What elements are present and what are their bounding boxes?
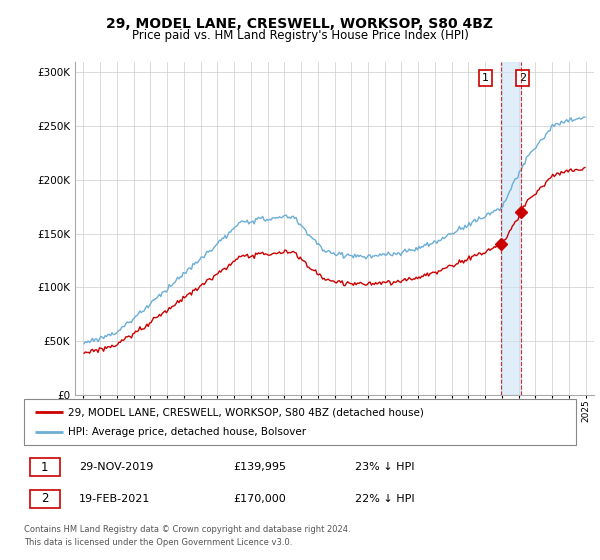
Text: 2: 2	[41, 492, 49, 505]
Text: £170,000: £170,000	[234, 494, 287, 503]
Text: 29, MODEL LANE, CRESWELL, WORKSOP, S80 4BZ: 29, MODEL LANE, CRESWELL, WORKSOP, S80 4…	[107, 17, 493, 31]
Text: 29-NOV-2019: 29-NOV-2019	[79, 462, 154, 472]
Text: 19-FEB-2021: 19-FEB-2021	[79, 494, 151, 503]
Text: £139,995: £139,995	[234, 462, 287, 472]
FancyBboxPatch shape	[24, 399, 576, 445]
Text: 2: 2	[519, 73, 526, 83]
Text: 1: 1	[41, 461, 49, 474]
Text: Price paid vs. HM Land Registry's House Price Index (HPI): Price paid vs. HM Land Registry's House …	[131, 29, 469, 42]
FancyBboxPatch shape	[29, 489, 60, 508]
Text: 22% ↓ HPI: 22% ↓ HPI	[355, 494, 415, 503]
Bar	[500, 62, 521, 395]
Text: HPI: Average price, detached house, Bolsover: HPI: Average price, detached house, Bols…	[68, 427, 306, 437]
Text: 1: 1	[482, 73, 489, 83]
Text: 29, MODEL LANE, CRESWELL, WORKSOP, S80 4BZ (detached house): 29, MODEL LANE, CRESWELL, WORKSOP, S80 4…	[68, 407, 424, 417]
FancyBboxPatch shape	[29, 458, 60, 477]
Text: Contains HM Land Registry data © Crown copyright and database right 2024.
This d: Contains HM Land Registry data © Crown c…	[24, 525, 350, 547]
Text: 23% ↓ HPI: 23% ↓ HPI	[355, 462, 415, 472]
